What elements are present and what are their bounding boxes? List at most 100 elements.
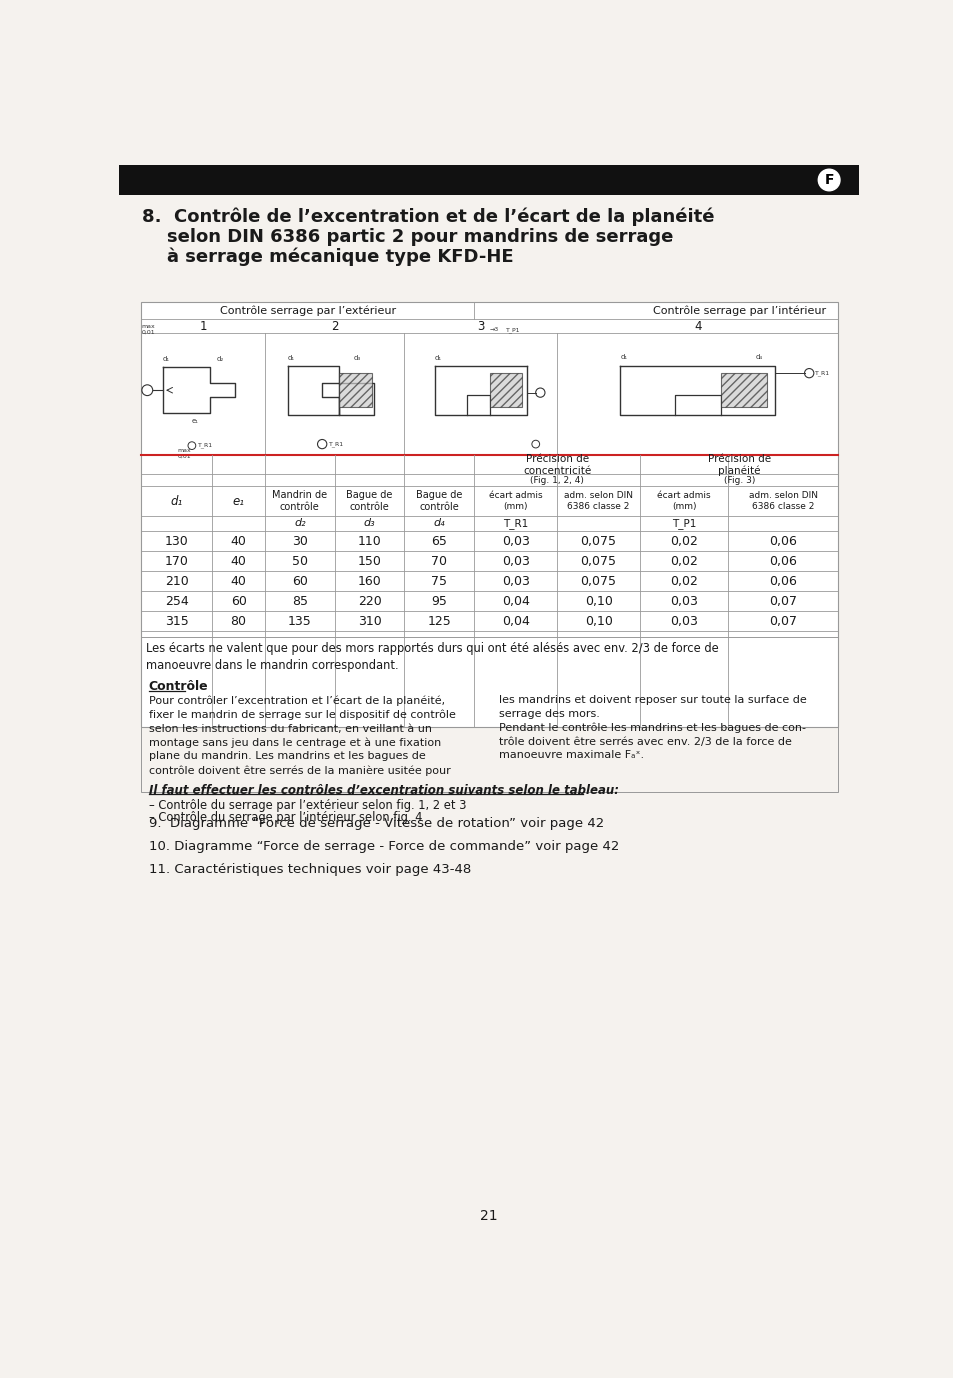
Text: Mandrin de
contrôle: Mandrin de contrôle — [272, 491, 327, 513]
Text: 160: 160 — [357, 575, 381, 587]
Text: 95: 95 — [431, 595, 447, 608]
Text: 0,10: 0,10 — [584, 595, 612, 608]
Text: 65: 65 — [431, 535, 447, 547]
Text: max
0,01: max 0,01 — [177, 448, 192, 459]
Text: 0,075: 0,075 — [580, 554, 616, 568]
Text: 0,06: 0,06 — [769, 535, 797, 547]
Text: Précision de
planéité: Précision de planéité — [707, 453, 770, 477]
Bar — [141, 302, 838, 728]
Text: 1: 1 — [199, 320, 207, 333]
Text: 75: 75 — [431, 575, 447, 587]
Text: d₁: d₁ — [435, 356, 441, 361]
Text: d₃: d₃ — [353, 356, 360, 361]
Text: 3: 3 — [476, 320, 484, 333]
Text: 80: 80 — [231, 615, 246, 628]
Text: 210: 210 — [165, 575, 189, 587]
Circle shape — [818, 169, 840, 190]
Text: 125: 125 — [427, 615, 451, 628]
Text: 254: 254 — [165, 595, 189, 608]
Text: d₂: d₂ — [216, 356, 224, 361]
Text: 85: 85 — [292, 595, 308, 608]
Text: d₄: d₄ — [756, 354, 762, 360]
Text: 0,02: 0,02 — [670, 535, 698, 547]
Text: F: F — [823, 174, 833, 187]
Text: max
0,01: max 0,01 — [142, 324, 155, 335]
Text: adm. selon DIN
6386 classe 2: adm. selon DIN 6386 classe 2 — [563, 491, 633, 511]
Text: 0,03: 0,03 — [501, 554, 529, 568]
Text: T_P1: T_P1 — [506, 327, 520, 332]
Text: Contrôle serrage par l’extérieur: Contrôle serrage par l’extérieur — [219, 306, 395, 316]
Text: 40: 40 — [231, 535, 246, 547]
Text: 0,07: 0,07 — [769, 595, 797, 608]
Bar — [720, 373, 766, 408]
Bar — [119, 165, 858, 194]
Text: 0,07: 0,07 — [769, 615, 797, 628]
Text: – Contrôle du serrage par l’intérieur selon fig. 4: – Contrôle du serrage par l’intérieur se… — [149, 810, 421, 824]
Text: adm. selon DIN
6386 classe 2: adm. selon DIN 6386 classe 2 — [748, 491, 817, 511]
Text: →3: →3 — [490, 327, 498, 332]
Text: 0,04: 0,04 — [501, 615, 529, 628]
Text: 40: 40 — [231, 554, 246, 568]
Text: d₄: d₄ — [433, 518, 445, 528]
Text: d₁: d₁ — [619, 354, 627, 360]
Text: 50: 50 — [292, 554, 308, 568]
Text: 21: 21 — [479, 1209, 497, 1222]
Text: d₁: d₁ — [171, 495, 183, 507]
Text: Contrôle serrage par l’intérieur: Contrôle serrage par l’intérieur — [652, 306, 825, 316]
Text: 310: 310 — [357, 615, 381, 628]
Text: 0,04: 0,04 — [501, 595, 529, 608]
Bar — [141, 638, 838, 792]
Text: 4: 4 — [694, 320, 700, 333]
Text: (Fig. 1, 2, 4): (Fig. 1, 2, 4) — [530, 475, 583, 485]
Text: 10. Diagramme “Force de serrage - Force de commande” voir page 42: 10. Diagramme “Force de serrage - Force … — [149, 839, 618, 853]
Text: 0,03: 0,03 — [670, 615, 698, 628]
Text: e₁: e₁ — [233, 495, 244, 507]
Text: 0,06: 0,06 — [769, 554, 797, 568]
Text: à serrage mécanique type KFD-HE: à serrage mécanique type KFD-HE — [142, 248, 514, 266]
Text: écart admis
(mm): écart admis (mm) — [657, 491, 710, 511]
Text: 0,10: 0,10 — [584, 615, 612, 628]
Text: 0,03: 0,03 — [501, 575, 529, 587]
Text: 130: 130 — [165, 535, 189, 547]
Text: e₁: e₁ — [192, 418, 199, 424]
Text: T_R1: T_R1 — [502, 518, 528, 529]
Bar — [339, 373, 372, 408]
Text: 0,03: 0,03 — [670, 595, 698, 608]
Text: Pour contrôler l’excentration et l’écart de la planéité,
fixer le mandrin de ser: Pour contrôler l’excentration et l’écart… — [149, 695, 456, 776]
Text: T_R1: T_R1 — [329, 441, 344, 446]
Text: 0,02: 0,02 — [670, 575, 698, 587]
Text: Il faut effectuer les contrôles d’excentration suivants selon le tableau:: Il faut effectuer les contrôles d’excent… — [149, 784, 618, 796]
Text: 30: 30 — [292, 535, 308, 547]
Text: 9.  Diagramme “Force de serrage - Vitesse de rotation” voir page 42: 9. Diagramme “Force de serrage - Vitesse… — [149, 817, 603, 830]
Text: selon DIN 6386 partic 2 pour mandrins de serrage: selon DIN 6386 partic 2 pour mandrins de… — [142, 227, 673, 245]
Text: 0,075: 0,075 — [580, 535, 616, 547]
Text: 0,06: 0,06 — [769, 575, 797, 587]
Text: d₂: d₂ — [294, 518, 305, 528]
Text: écart admis
(mm): écart admis (mm) — [488, 491, 542, 511]
Text: 315: 315 — [165, 615, 189, 628]
Text: T_R1: T_R1 — [815, 371, 830, 376]
Text: 60: 60 — [292, 575, 308, 587]
Bar — [490, 373, 521, 408]
Text: d₁: d₁ — [163, 356, 170, 361]
Text: 110: 110 — [357, 535, 381, 547]
Text: d₃: d₃ — [363, 518, 375, 528]
Text: Contrôle: Contrôle — [149, 681, 208, 693]
Text: d₁: d₁ — [287, 356, 294, 361]
Text: 150: 150 — [357, 554, 381, 568]
Text: Les écarts ne valent que pour des mors rapportés durs qui ont été alésés avec en: Les écarts ne valent que pour des mors r… — [146, 642, 719, 672]
Text: Précision de
concentricité: Précision de concentricité — [522, 453, 591, 475]
Text: 8.  Contrôle de l’excentration et de l’écart de la planéité: 8. Contrôle de l’excentration et de l’éc… — [142, 208, 714, 226]
Text: 11. Caractéristiques techniques voir page 43-48: 11. Caractéristiques techniques voir pag… — [149, 863, 471, 876]
Text: T_R1: T_R1 — [198, 442, 213, 448]
Text: 135: 135 — [288, 615, 312, 628]
Text: 220: 220 — [357, 595, 381, 608]
Text: 0,075: 0,075 — [580, 575, 616, 587]
Text: 170: 170 — [165, 554, 189, 568]
Text: les mandrins et doivent reposer sur toute la surface de
serrage des mors.
Pendan: les mandrins et doivent reposer sur tout… — [498, 695, 806, 761]
Text: 70: 70 — [431, 554, 447, 568]
Text: – Contrôle du serrage par l’extérieur selon fig. 1, 2 et 3: – Contrôle du serrage par l’extérieur se… — [149, 799, 466, 812]
Text: 0,03: 0,03 — [501, 535, 529, 547]
Text: Bague de
contrôle: Bague de contrôle — [346, 491, 393, 513]
Text: 2: 2 — [331, 320, 338, 333]
